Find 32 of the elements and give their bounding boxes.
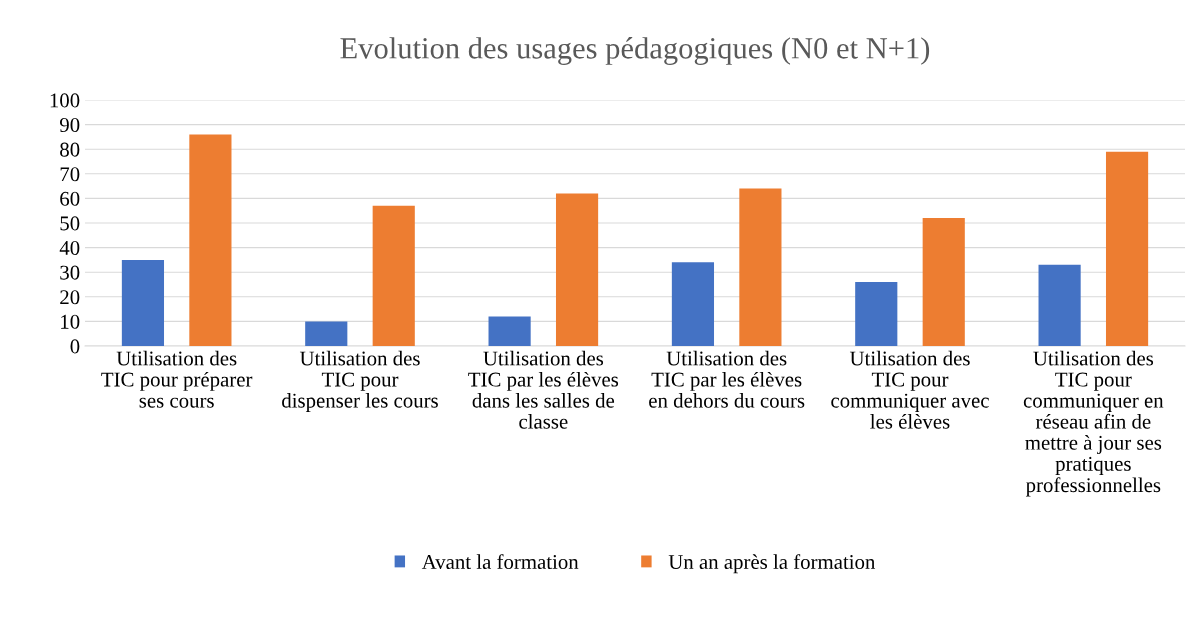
y-tick-label: 70 — [60, 167, 80, 182]
y-tick-label: 30 — [60, 265, 80, 280]
legend-label: Avant la formation — [421, 554, 579, 570]
x-tick-label: Utilisation des TIC par les élèves dans les salles de classe — [468, 350, 619, 429]
bar — [305, 321, 348, 346]
x-tick-label: Utilisation des TIC par les élèves en dehors du cours — [649, 350, 805, 408]
y-tick-label: 10 — [61, 314, 80, 329]
bar — [739, 188, 782, 346]
y-tick-label: 40 — [59, 240, 80, 256]
x-tick-label: Utilisation des TIC pour communiquer avec les élèves — [831, 350, 989, 429]
chart-title: Evolution des usages pédagogiques (N0 et N+1) — [340, 37, 930, 65]
bar — [488, 316, 531, 346]
y-tick-label: 90 — [59, 117, 80, 133]
bar — [1038, 264, 1081, 346]
bar — [922, 218, 965, 346]
y-tick-label: 80 — [60, 142, 80, 157]
y-tick-label: 0 — [70, 339, 80, 354]
x-tick-label: Utilisation des TIC pour communiquer en réseau afin de mettre à jour ses pratiques professionnelles — [1023, 350, 1164, 497]
bar — [671, 262, 715, 346]
y-tick-label: 50 — [60, 216, 80, 231]
bar — [555, 193, 599, 346]
bar — [189, 134, 232, 346]
bar — [372, 205, 415, 346]
bar — [121, 259, 165, 346]
bar — [1105, 151, 1149, 346]
y-tick-label: 20 — [60, 290, 80, 305]
bar — [855, 282, 898, 346]
legend-label: Un an après la formation — [668, 554, 876, 574]
x-tick-label: Utilisation des TIC pour préparer ses cours — [101, 350, 253, 408]
y-tick-label: 60 — [60, 191, 80, 206]
y-tick-label: 100 — [50, 93, 80, 108]
x-tick-label: Utilisation des TIC pour dispenser les cours — [282, 350, 438, 412]
